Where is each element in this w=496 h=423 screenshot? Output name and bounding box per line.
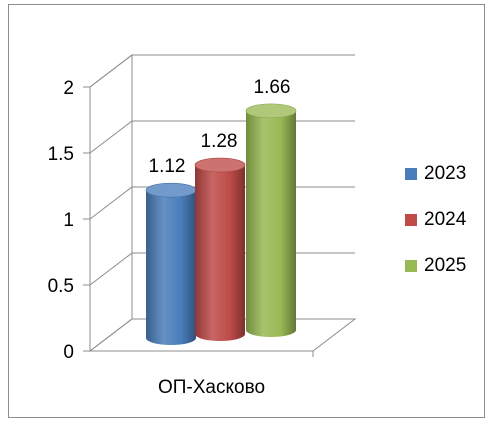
- legend-item-2023: 2023: [405, 162, 466, 186]
- y-tick-label: 0.5: [48, 276, 74, 297]
- legend-swatch-2025: [405, 260, 417, 272]
- legend: 2023 2024 2025: [405, 162, 466, 300]
- legend-swatch-2023: [405, 168, 417, 180]
- legend-label-2025: 2025: [424, 255, 467, 276]
- bar-top: [145, 182, 197, 198]
- y-tick-label: 0: [63, 342, 74, 363]
- legend-item-2024: 2024: [405, 208, 466, 232]
- x-tick-label: ОП-Хасково: [158, 377, 265, 398]
- bar-2025: [245, 103, 297, 337]
- y-tick-labels: 0 0.5 1 1.5 2: [48, 78, 90, 363]
- legend-item-2025: 2025: [405, 254, 466, 278]
- data-label-2024: 1.28: [201, 131, 238, 152]
- legend-swatch-2024: [405, 214, 417, 226]
- y-tick-label: 1.5: [48, 144, 74, 165]
- bar-body: [146, 190, 196, 345]
- bar-body: [195, 165, 245, 341]
- legend-label-2023: 2023: [424, 163, 467, 184]
- data-label-2023: 1.12: [149, 156, 186, 177]
- data-labels: 1.12 1.28 1.66: [149, 77, 291, 177]
- bar-2024: [194, 157, 246, 341]
- bar-top: [194, 157, 246, 173]
- data-label-2025: 1.66: [254, 77, 291, 98]
- bar-2023: [145, 182, 197, 345]
- x-tick-labels: ОП-Хасково: [158, 377, 265, 398]
- legend-label-2024: 2024: [424, 209, 467, 230]
- gridline: [89, 54, 355, 88]
- y-tick-label: 2: [63, 78, 74, 99]
- y-tick-label: 1: [63, 210, 74, 231]
- bar-top: [245, 103, 297, 119]
- bar-body: [246, 110, 296, 337]
- bars: [145, 103, 297, 345]
